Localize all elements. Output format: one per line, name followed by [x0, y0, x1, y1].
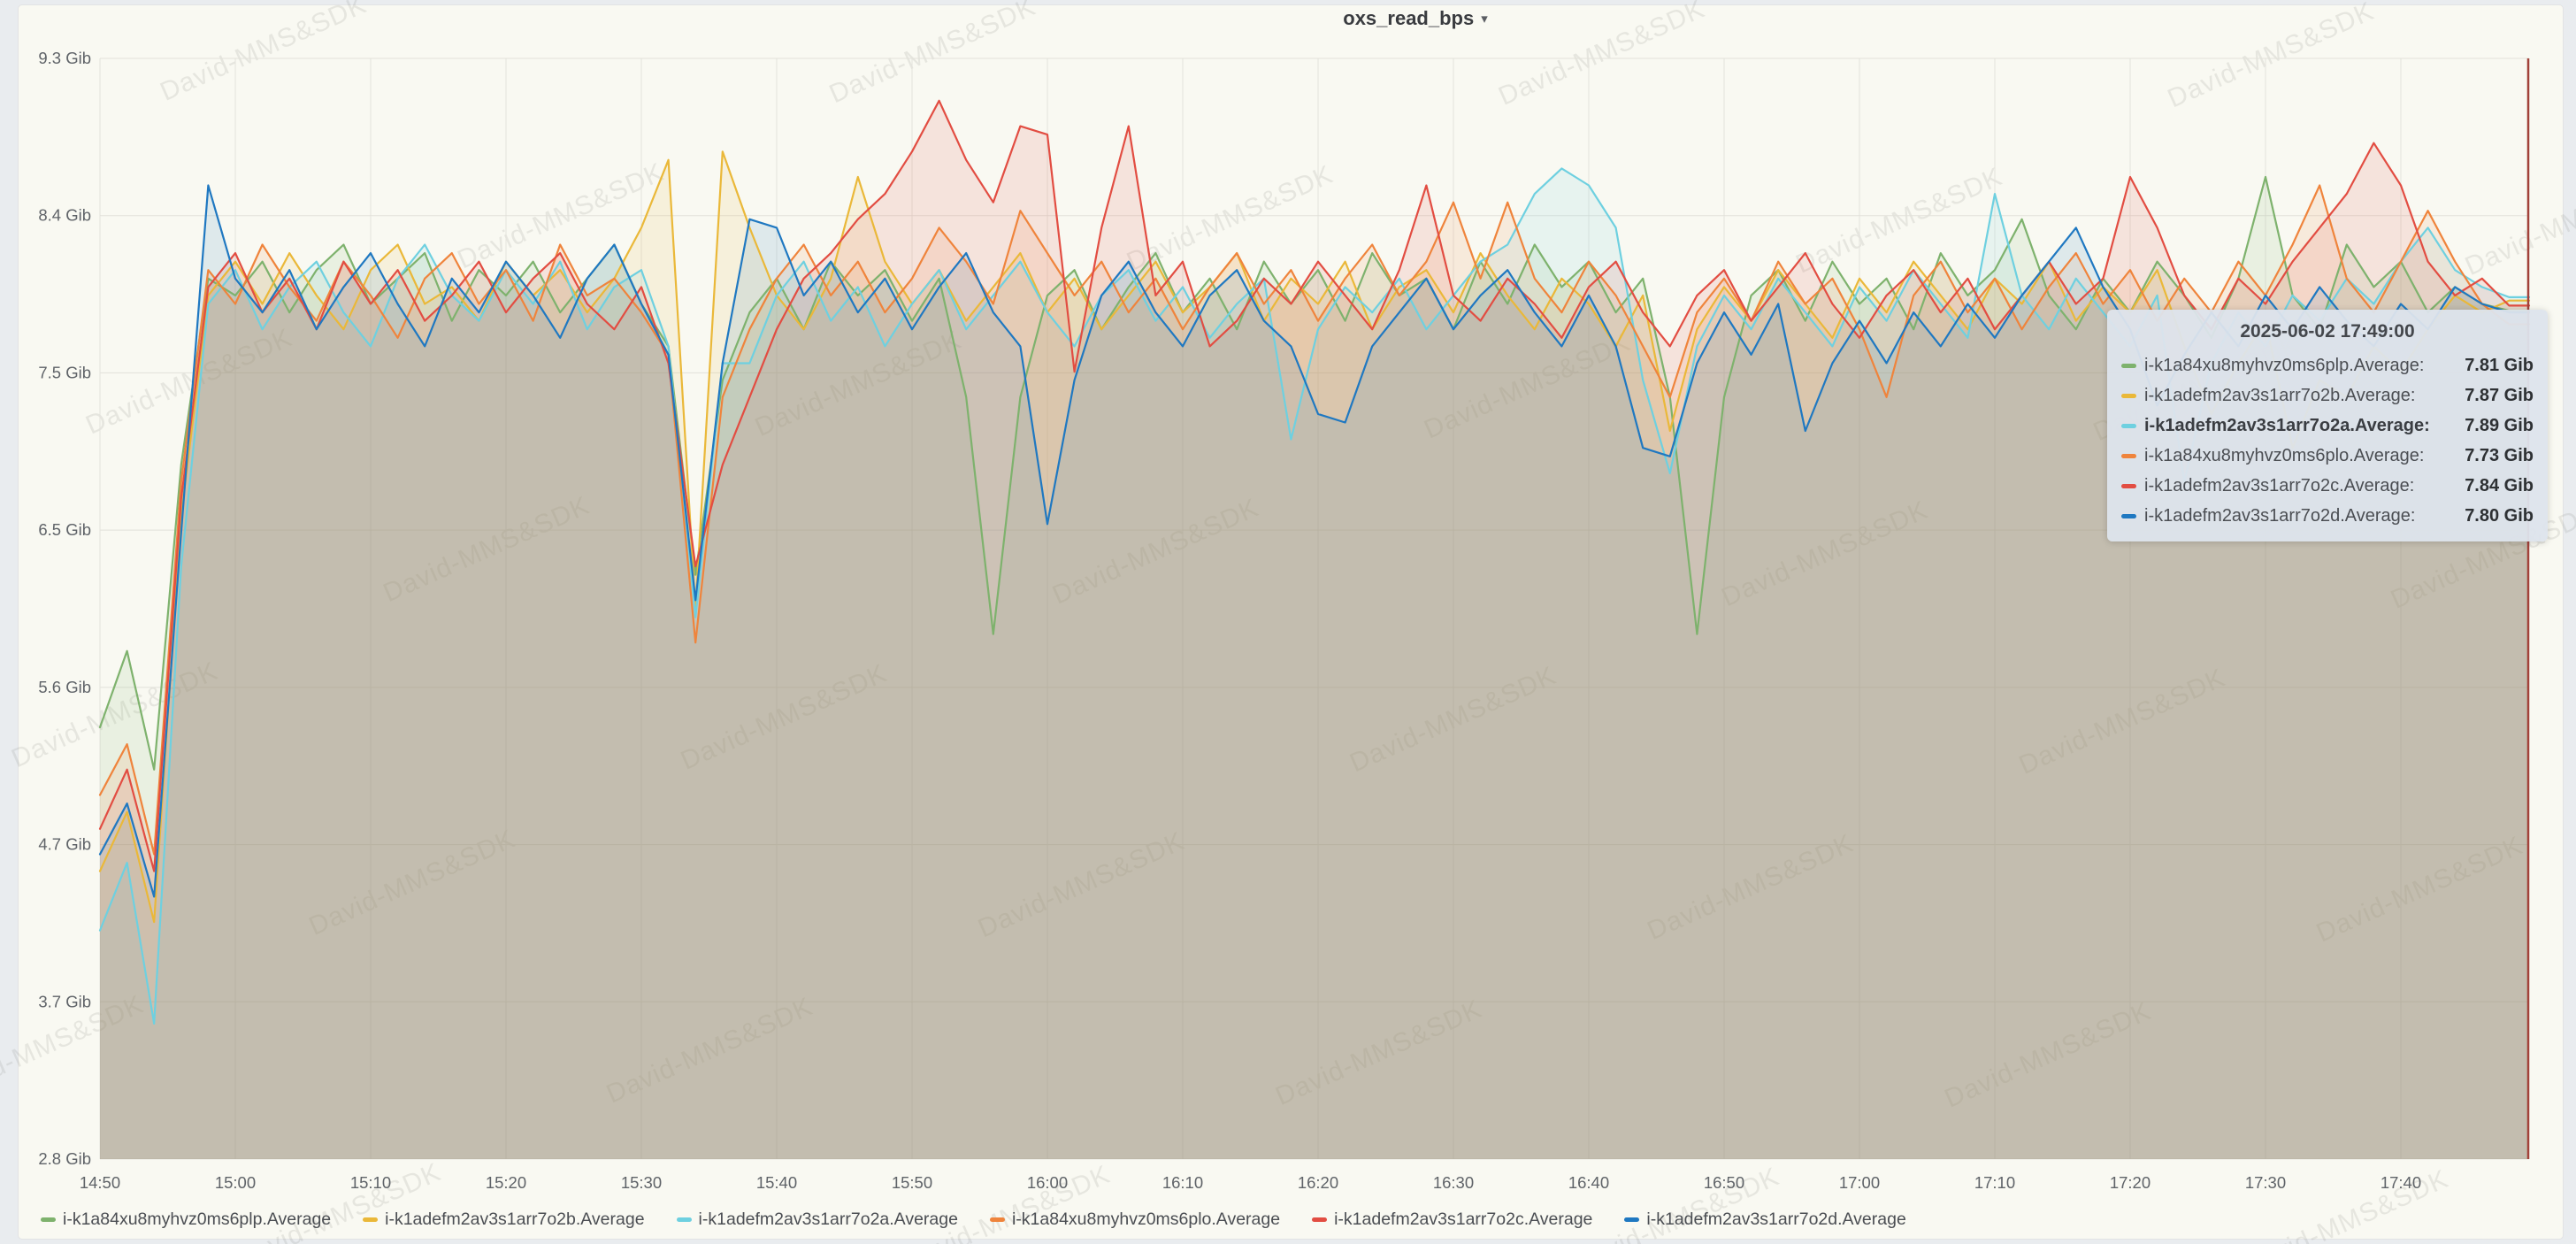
- y-axis-label: 3.7 Gib: [38, 992, 91, 1010]
- tooltip-series-name: i-k1a84xu8myhvz0ms6plo.Average:: [2144, 445, 2425, 465]
- tooltip-series-value: 7.81 Gib: [2465, 355, 2534, 375]
- series-line: [98, 99, 2531, 872]
- panel-title-dropdown[interactable]: oxs_read_bps ▾: [1343, 7, 1488, 30]
- series-color-swatch-icon: [1624, 1217, 1640, 1222]
- chart-legend: i-k1a84xu8myhvz0ms6plp.Average i-k1adefm2…: [41, 1209, 1906, 1230]
- legend-label: i-k1adefm2av3s1arr7o2c.Average: [1334, 1209, 1593, 1229]
- legend-item[interactable]: i-k1adefm2av3s1arr7o2c.Average: [1312, 1209, 1592, 1230]
- x-axis-label: 17:30: [2245, 1173, 2286, 1192]
- x-axis-label: 16:20: [1298, 1173, 1338, 1192]
- tooltip-row: i-k1adefm2av3s1arr7o2c.Average: 7.84 Gib: [2121, 471, 2534, 501]
- series-line: [98, 184, 2531, 856]
- series-area: [100, 151, 2529, 1159]
- series-color-swatch-icon: [2121, 423, 2136, 428]
- x-axis-label: 15:30: [621, 1173, 662, 1192]
- tooltip-timestamp: 2025-06-02 17:49:00: [2240, 321, 2415, 342]
- tooltip-series-value: 7.73 Gib: [2465, 445, 2534, 465]
- series-color-swatch-icon: [2121, 393, 2136, 398]
- legend-item[interactable]: i-k1a84xu8myhvz0ms6plp.Average: [41, 1209, 331, 1230]
- series-area: [100, 185, 2529, 1159]
- tooltip-row: i-k1a84xu8myhvz0ms6plp.Average: 7.81 Gib: [2121, 350, 2534, 380]
- tooltip-series-value: 7.80 Gib: [2465, 505, 2534, 526]
- series-area: [100, 185, 2529, 1159]
- y-axis-label: 5.6 Gib: [38, 678, 91, 696]
- tooltip-series-name: i-k1adefm2av3s1arr7o2a.Average:: [2144, 415, 2430, 435]
- x-axis-label: 16:30: [1433, 1173, 1474, 1192]
- panel-title: oxs_read_bps: [1343, 7, 1475, 29]
- x-axis-label: 15:20: [486, 1173, 526, 1192]
- tooltip-series-value: 7.87 Gib: [2465, 385, 2534, 405]
- tooltip-series-value: 7.89 Gib: [2465, 415, 2534, 435]
- y-axis-label: 7.5 Gib: [38, 363, 91, 381]
- x-axis-label: 15:50: [892, 1173, 932, 1192]
- legend-label: i-k1adefm2av3s1arr7o2b.Average: [385, 1209, 645, 1229]
- tooltip-series-name: i-k1a84xu8myhvz0ms6plp.Average:: [2144, 355, 2425, 375]
- legend-label: i-k1a84xu8myhvz0ms6plp.Average: [63, 1209, 332, 1229]
- series-color-swatch-icon: [2121, 513, 2136, 518]
- tooltip-series-value: 7.84 Gib: [2465, 475, 2534, 495]
- x-axis-label: 15:10: [350, 1173, 391, 1192]
- series-color-swatch-icon: [2121, 453, 2136, 458]
- y-axis-label: 9.3 Gib: [38, 49, 91, 67]
- tooltip-row: i-k1adefm2av3s1arr7o2d.Average: 7.80 Gib: [2121, 501, 2534, 531]
- x-axis-label: 16:40: [1568, 1173, 1609, 1192]
- legend-label: i-k1adefm2av3s1arr7o2a.Average: [698, 1209, 958, 1229]
- series-area: [100, 168, 2529, 1159]
- series-color-swatch-icon: [989, 1217, 1005, 1222]
- tooltip-series-name: i-k1adefm2av3s1arr7o2c.Average:: [2144, 475, 2415, 495]
- legend-item[interactable]: i-k1adefm2av3s1arr7o2a.Average: [676, 1209, 958, 1230]
- x-axis-label: 16:00: [1027, 1173, 1068, 1192]
- y-axis-label: 4.7 Gib: [38, 835, 91, 854]
- series-area: [100, 100, 2529, 1159]
- x-axis-label: 17:40: [2380, 1173, 2421, 1192]
- legend-item[interactable]: i-k1adefm2av3s1arr7o2d.Average: [1624, 1209, 1906, 1230]
- series-color-swatch-icon: [41, 1217, 56, 1222]
- tooltip-series-name: i-k1adefm2av3s1arr7o2d.Average:: [2144, 505, 2416, 526]
- legend-label: i-k1adefm2av3s1arr7o2d.Average: [1646, 1209, 1906, 1229]
- series-color-swatch-icon: [2121, 483, 2136, 488]
- legend-item[interactable]: i-k1a84xu8myhvz0ms6plo.Average: [989, 1209, 1281, 1230]
- x-axis-label: 15:40: [756, 1173, 797, 1192]
- tooltip-row: i-k1adefm2av3s1arr7o2a.Average: 7.89 Gib: [2121, 411, 2534, 441]
- x-axis-label: 15:00: [215, 1173, 256, 1192]
- tooltip-rows: i-k1a84xu8myhvz0ms6plp.Average: 7.81 Gib i…: [2121, 350, 2534, 531]
- tooltip-row: i-k1a84xu8myhvz0ms6plo.Average: 7.73 Gib: [2121, 441, 2534, 471]
- series-color-swatch-icon: [676, 1217, 692, 1222]
- tooltip-row: i-k1adefm2av3s1arr7o2b.Average: 7.87 Gib: [2121, 380, 2534, 411]
- y-axis-label: 2.8 Gib: [38, 1149, 91, 1168]
- x-axis-label: 14:50: [80, 1173, 120, 1192]
- series-area: [100, 177, 2529, 1159]
- series-color-swatch-icon: [2121, 363, 2136, 368]
- x-axis-label: 16:50: [1704, 1173, 1744, 1192]
- x-axis-label: 17:00: [1839, 1173, 1880, 1192]
- legend-label: i-k1a84xu8myhvz0ms6plo.Average: [1011, 1209, 1281, 1229]
- dropdown-caret-icon[interactable]: ▾: [1481, 12, 1488, 27]
- y-axis-label: 8.4 Gib: [38, 206, 91, 225]
- y-axis-label: 6.5 Gib: [38, 520, 91, 539]
- x-axis-label: 16:10: [1162, 1173, 1203, 1192]
- timeseries-panel: [18, 4, 2564, 1240]
- legend-item[interactable]: i-k1adefm2av3s1arr7o2b.Average: [363, 1209, 645, 1230]
- hover-tooltip: 2025-06-02 17:49:00 i-k1a84xu8myhvz0ms6p…: [2107, 310, 2548, 541]
- x-axis-label: 17:20: [2110, 1173, 2150, 1192]
- tooltip-series-name: i-k1adefm2av3s1arr7o2b.Average:: [2144, 385, 2416, 405]
- series-color-swatch-icon: [363, 1217, 379, 1222]
- series-color-swatch-icon: [1312, 1217, 1328, 1222]
- x-axis-label: 17:10: [1974, 1173, 2015, 1192]
